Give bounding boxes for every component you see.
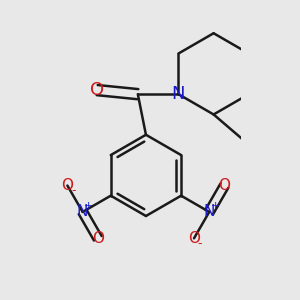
Text: O: O <box>218 178 230 193</box>
Text: -: - <box>71 184 76 197</box>
Text: +: + <box>211 201 220 211</box>
Text: O: O <box>90 81 104 99</box>
Text: N: N <box>77 204 88 219</box>
Text: O: O <box>61 178 74 193</box>
Text: +: + <box>84 201 93 211</box>
Text: O: O <box>188 231 200 246</box>
Text: -: - <box>198 237 202 250</box>
Text: N: N <box>172 85 185 103</box>
Text: N: N <box>204 204 215 219</box>
Text: O: O <box>92 231 104 246</box>
